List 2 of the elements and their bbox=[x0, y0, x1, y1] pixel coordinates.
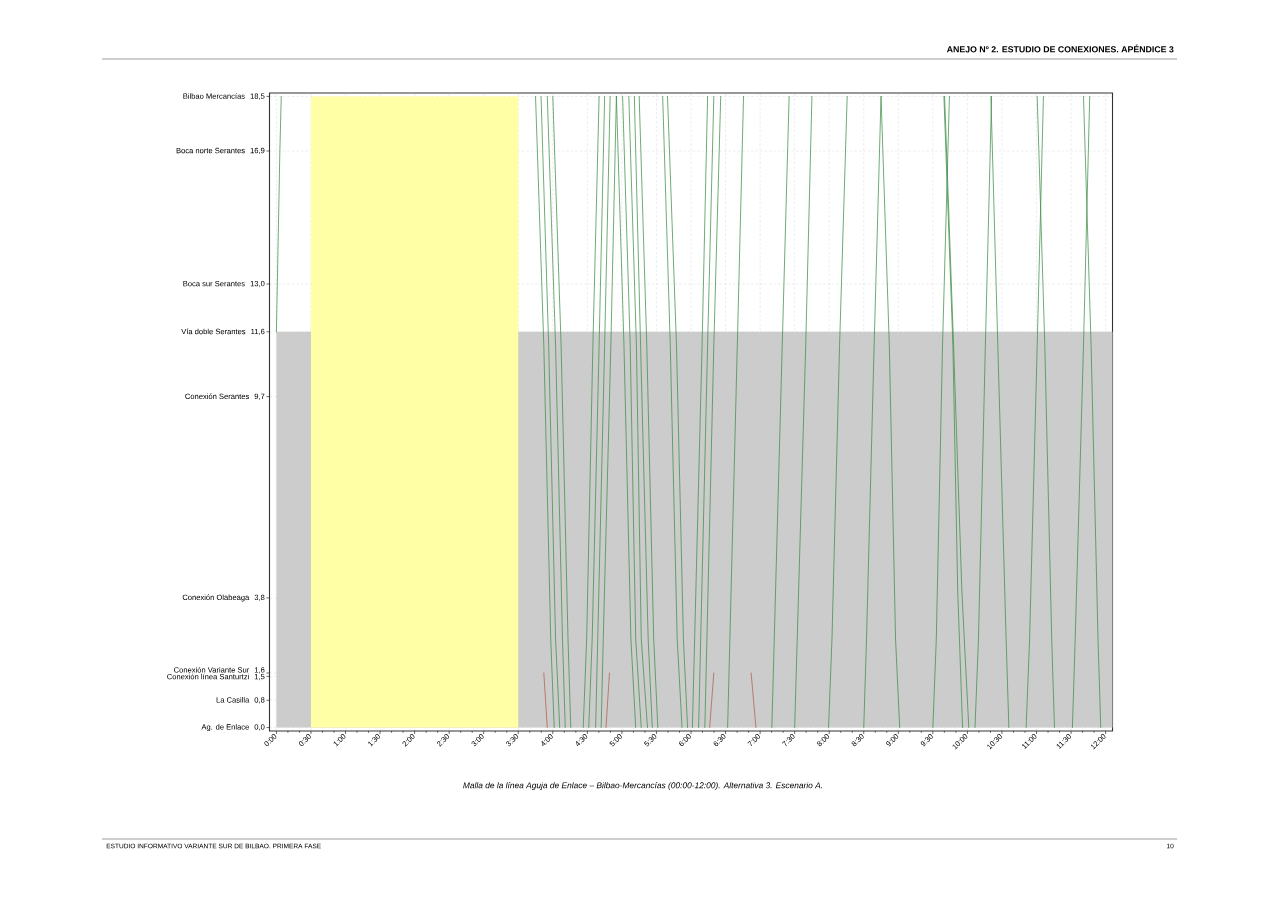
text: Malla de la línea Aguja de Enlace – Bilbao-Mercancías (00:00-12:00). Alternativa 3. Escenario A. bbox=[463, 782, 823, 790]
text: ANEJO Nº 2. ESTUDIO DE CONEXIONES. APÉNDICE 3 bbox=[946, 44, 1174, 53]
